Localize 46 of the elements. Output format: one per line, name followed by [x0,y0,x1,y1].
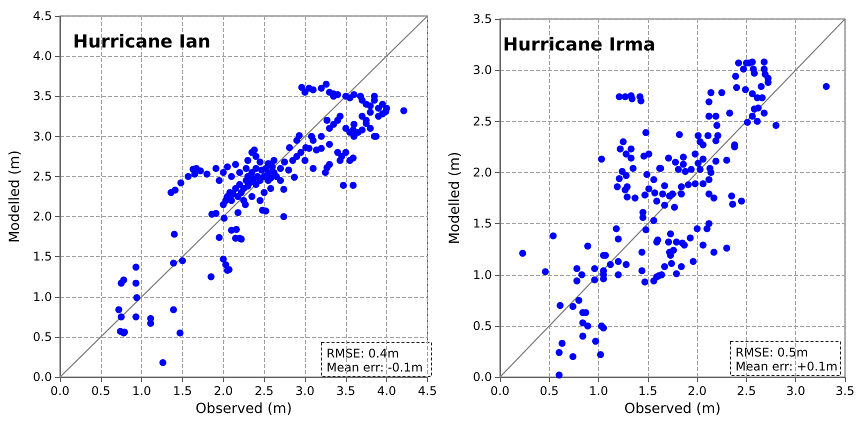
x-tick-label: 4.0 [377,384,396,398]
annotation: RMSE: 0.4m [326,346,400,360]
y-axis-title: Modelled (m) [7,150,23,243]
y-tick-label: 2.5 [32,169,52,184]
y-tick-label: 3.0 [32,129,52,144]
x-tick-label: 0.0 [490,384,510,398]
x-tick-label: 0.5 [91,384,110,398]
annotation: Mean err: -0.1m [326,360,423,374]
y-tick-label: 0.5 [472,318,492,333]
x-tick-label: 2.5 [254,384,274,398]
x-tick-label: 3.5 [336,384,356,398]
x-tick-label: 0.5 [540,384,559,398]
x-axis-title: Observed (m) [624,401,721,417]
y-tick-label: 1.0 [32,290,52,304]
y-tick-label: 2.0 [32,210,52,224]
x-tick-label: 1.0 [589,384,608,398]
x-tick-label: 1.0 [132,384,152,398]
y-tick-label: 1.0 [472,268,492,282]
x-tick-label: 2.5 [736,384,756,398]
y-tick-label: 2.0 [472,165,492,180]
annotation: Mean err: +0.1m [736,360,838,374]
y-axis-title: Modelled (m) [447,152,463,244]
text: Hurricane Irma [503,34,656,56]
y-tick-label: 0.0 [32,370,52,384]
y-tick-label: 2.5 [472,114,492,128]
y-tick-label: 0.0 [472,370,492,384]
x-tick-label: 2.0 [688,384,707,398]
y-tick-label: 3.0 [472,63,492,78]
y-tick-label: 1.5 [472,216,492,231]
y-tick-label: 4.0 [32,49,52,64]
x-tick-label: 3.0 [295,384,315,398]
x-tick-label: 1.5 [638,384,658,398]
text: Hurricane Ian [73,32,211,52]
y-tick-label: 3.5 [32,89,52,104]
y-tick-label: 4.5 [32,9,52,23]
annotation: RMSE: 0.5m [736,346,808,360]
x-tick-label: 1.5 [172,384,192,398]
y-tick-label: 3.5 [472,12,492,26]
x-axis-title: Observed (m) [196,401,292,417]
x-tick-label: 4.5 [418,384,438,398]
y-tick-label: 0.5 [32,330,52,344]
x-tick-label: 3.5 [835,384,855,398]
x-tick-label: 0.0 [50,384,70,398]
x-tick-label: 2.0 [214,384,233,398]
x-tick-label: 3.0 [786,384,806,398]
y-tick-label: 1.5 [32,250,52,264]
